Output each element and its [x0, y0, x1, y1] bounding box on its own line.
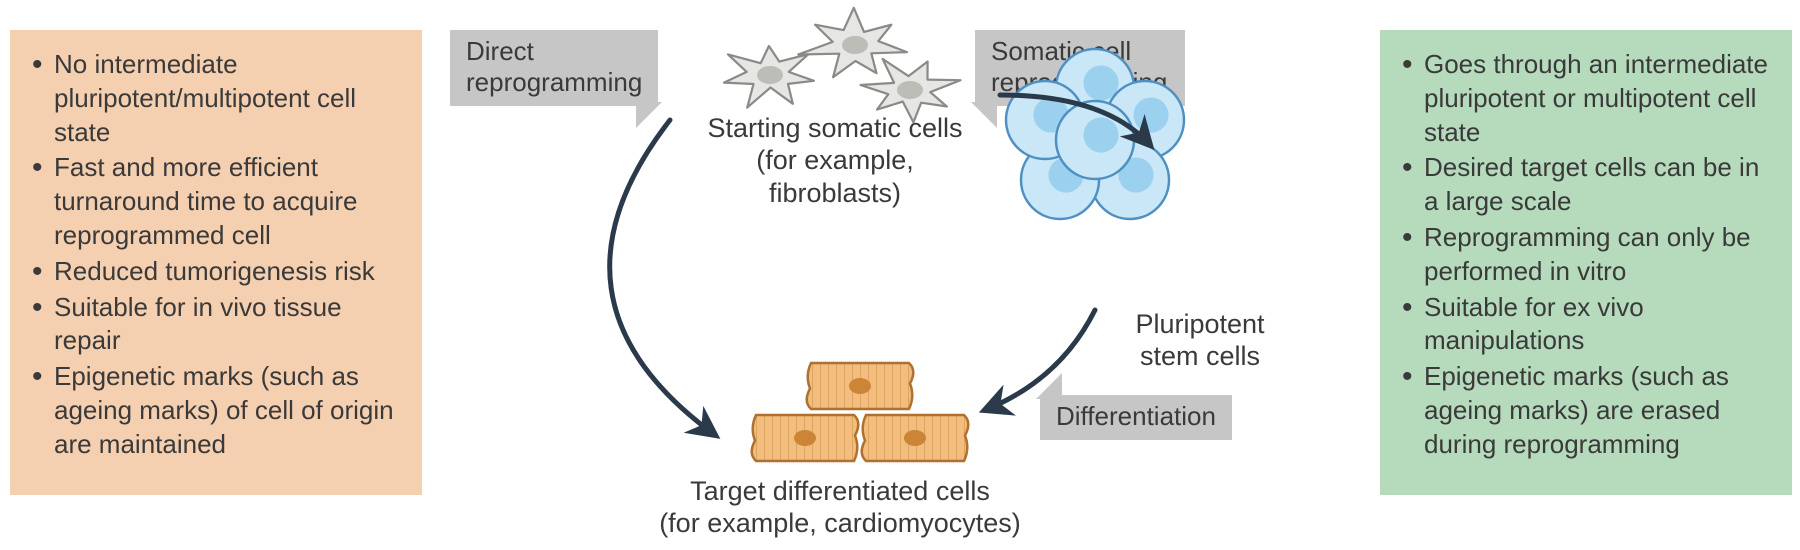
flow-arrows — [0, 0, 1800, 550]
